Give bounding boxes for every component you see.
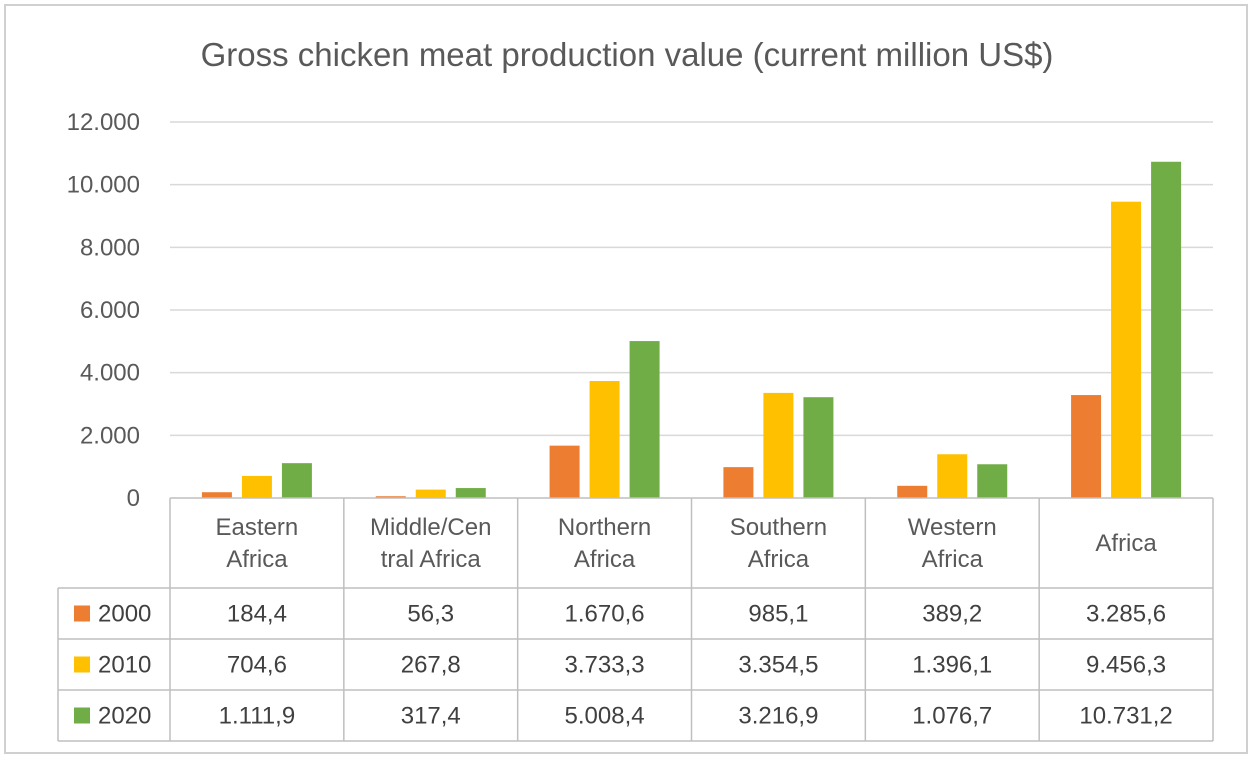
data-label: 3.285,6 [1086,601,1166,628]
bar-2010 [415,489,446,498]
legend-label: 2000 [98,601,151,628]
bar-2010 [763,392,794,498]
chart-frame [4,4,1248,754]
bar-2020 [977,464,1008,498]
category-label: Africa [1095,530,1157,557]
bar-2020 [455,488,486,498]
category-label: Middle/Cen [370,514,491,541]
legend-key-2000 [74,605,90,622]
bar-2020 [629,341,660,498]
data-label: 3.733,3 [565,652,645,679]
bar-2010 [241,475,272,498]
bar-2010 [589,381,620,498]
data-label: 3.216,9 [738,703,818,730]
y-axis-ticks: 0 2.000 4.000 6.000 8.000 10.000 12.000 [67,109,140,512]
category-label: Africa [226,546,288,573]
gridlines [170,121,1213,437]
legend-label: 2010 [98,652,151,679]
category-label: Western [908,514,997,541]
data-label: 5.008,4 [565,703,645,730]
bar-2000 [723,467,754,498]
bar-2000 [549,445,580,498]
bar-2010 [937,454,968,498]
bars [201,161,1182,498]
data-label: 3.354,5 [738,652,818,679]
data-label: 317,4 [401,703,461,730]
data-table: Eastern Africa Middle/Cen tral Africa Northe… [57,497,1214,742]
y-tick-label: 8.000 [80,234,140,261]
data-label: 704,6 [227,652,287,679]
category-label: tral Africa [381,546,482,573]
y-tick-label: 10.000 [67,172,140,199]
category-label: Africa [574,546,636,573]
bar-2020 [803,397,834,498]
data-label: 1.111,9 [219,703,296,730]
bar-2020 [281,463,312,498]
data-label: 985,1 [748,601,808,628]
y-tick-label: 0 [127,485,140,512]
y-tick-label: 12.000 [67,109,140,136]
bar-2010 [1111,201,1142,498]
bar-2020 [1151,161,1182,498]
legend-label: 2020 [98,703,151,730]
category-label: Eastern [216,514,299,541]
data-label: 1.076,7 [912,703,992,730]
data-label: 389,2 [922,601,982,628]
y-tick-label: 4.000 [80,360,140,387]
category-label: Northern [558,514,651,541]
legend-key-2020 [74,707,90,724]
y-tick-label: 2.000 [80,422,140,449]
data-label: 1.396,1 [912,652,992,679]
bar-2000 [1071,395,1102,498]
data-label: 1.670,6 [565,601,645,628]
data-label: 184,4 [227,601,287,628]
data-label: 267,8 [401,652,461,679]
data-label: 56,3 [407,601,454,628]
data-label: 10.731,2 [1079,703,1172,730]
legend-key-2010 [74,656,90,673]
chart-title: Gross chicken meat production value (cur… [201,36,1054,73]
bar-2000 [375,496,406,498]
category-label: Africa [748,546,810,573]
category-label: Southern [730,514,827,541]
bar-2000 [897,485,928,498]
data-label: 9.456,3 [1086,652,1166,679]
category-label: Africa [922,546,984,573]
y-tick-label: 6.000 [80,297,140,324]
bar-2000 [201,492,232,498]
